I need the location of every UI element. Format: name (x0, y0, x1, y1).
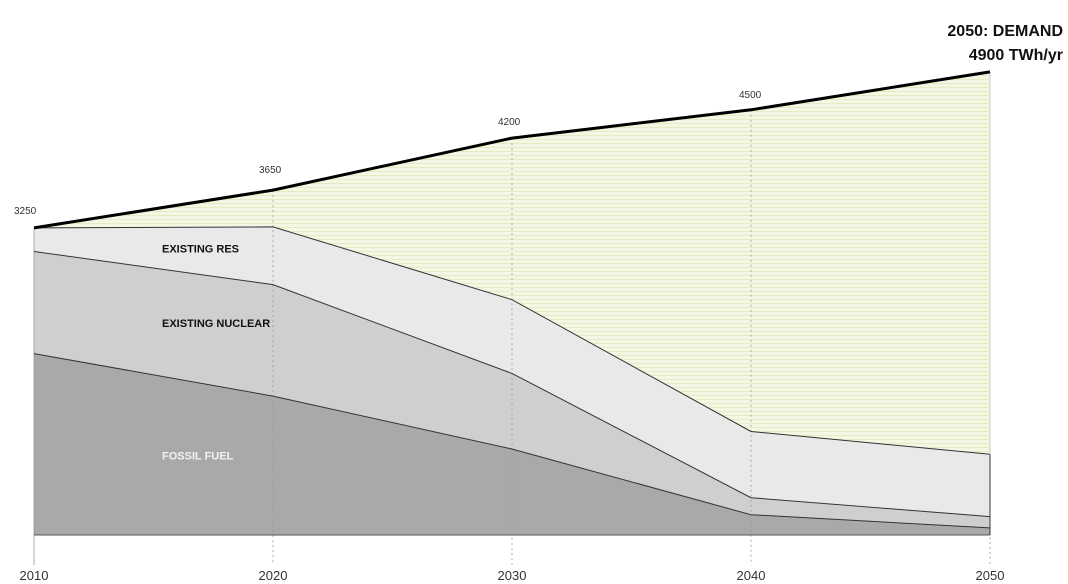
demand-value-label-2020: 3650 (259, 165, 282, 176)
x-tick-label-2030: 2030 (498, 568, 527, 583)
x-tick-label-2040: 2040 (737, 568, 766, 583)
demand-value-label-2030: 4200 (498, 117, 521, 128)
area-label-existing-nuclear: EXISTING NUCLEAR (162, 318, 270, 330)
demand-annotation-line2: 4900 TWh/yr (969, 47, 1063, 64)
demand-value-label-2040: 4500 (739, 90, 762, 101)
x-tick-label-2010: 2010 (20, 568, 49, 583)
x-tick-label-2050: 2050 (976, 568, 1005, 583)
demand-annotation-line1: 2050: DEMAND (947, 23, 1063, 40)
demand-value-label-2010: 3250 (14, 206, 37, 217)
boundary-existing-nuclear (33, 251, 991, 518)
area-label-existing-res: EXISTING RES (162, 243, 239, 255)
area-label-fossil-fuel: FOSSIL FUEL (162, 451, 234, 463)
boundary-fossil-fuel (33, 353, 991, 529)
demand-line (33, 70, 991, 230)
area-existing-res (34, 226, 990, 517)
area-fossil-fuel (34, 353, 990, 535)
x-tick-label-2020: 2020 (259, 568, 288, 583)
demand-gap-area (34, 71, 990, 455)
boundary-existing-res (33, 226, 991, 455)
